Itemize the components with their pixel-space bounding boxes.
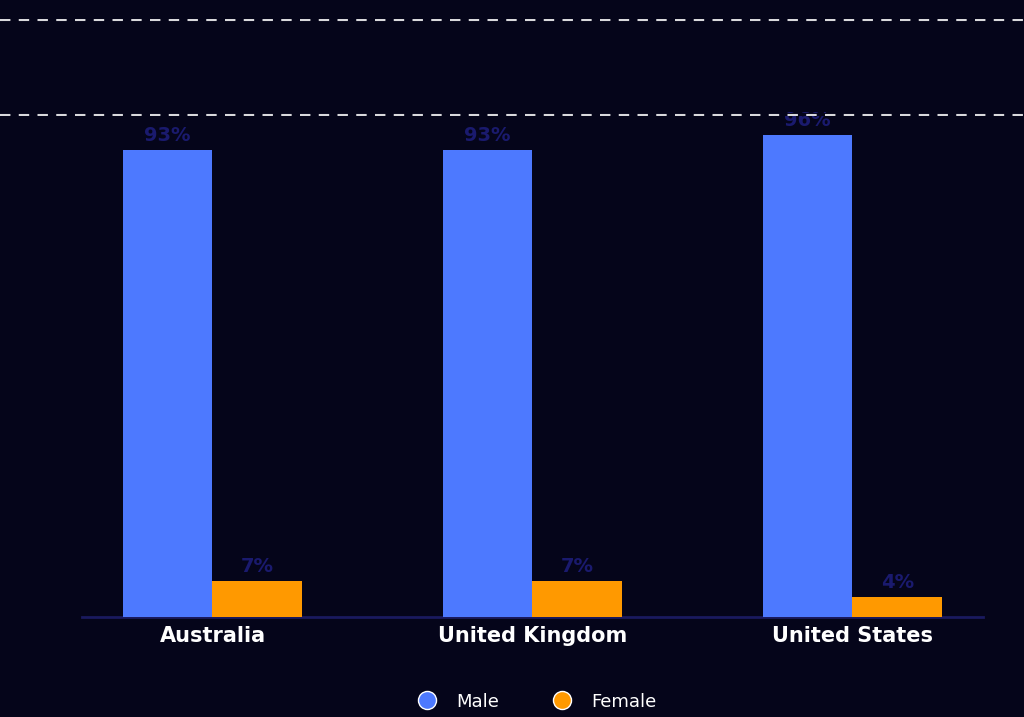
Text: 93%: 93% xyxy=(465,126,511,145)
Text: 7%: 7% xyxy=(561,558,594,576)
Bar xyxy=(532,581,623,617)
Bar xyxy=(442,150,532,617)
Bar xyxy=(123,150,213,617)
Text: 96%: 96% xyxy=(784,111,831,130)
Bar xyxy=(852,597,942,617)
Bar xyxy=(213,581,302,617)
Bar xyxy=(763,135,852,617)
Text: 4%: 4% xyxy=(881,573,913,592)
Text: 7%: 7% xyxy=(241,558,273,576)
Legend: Male, Female: Male, Female xyxy=(401,685,664,717)
Text: 93%: 93% xyxy=(144,126,190,145)
